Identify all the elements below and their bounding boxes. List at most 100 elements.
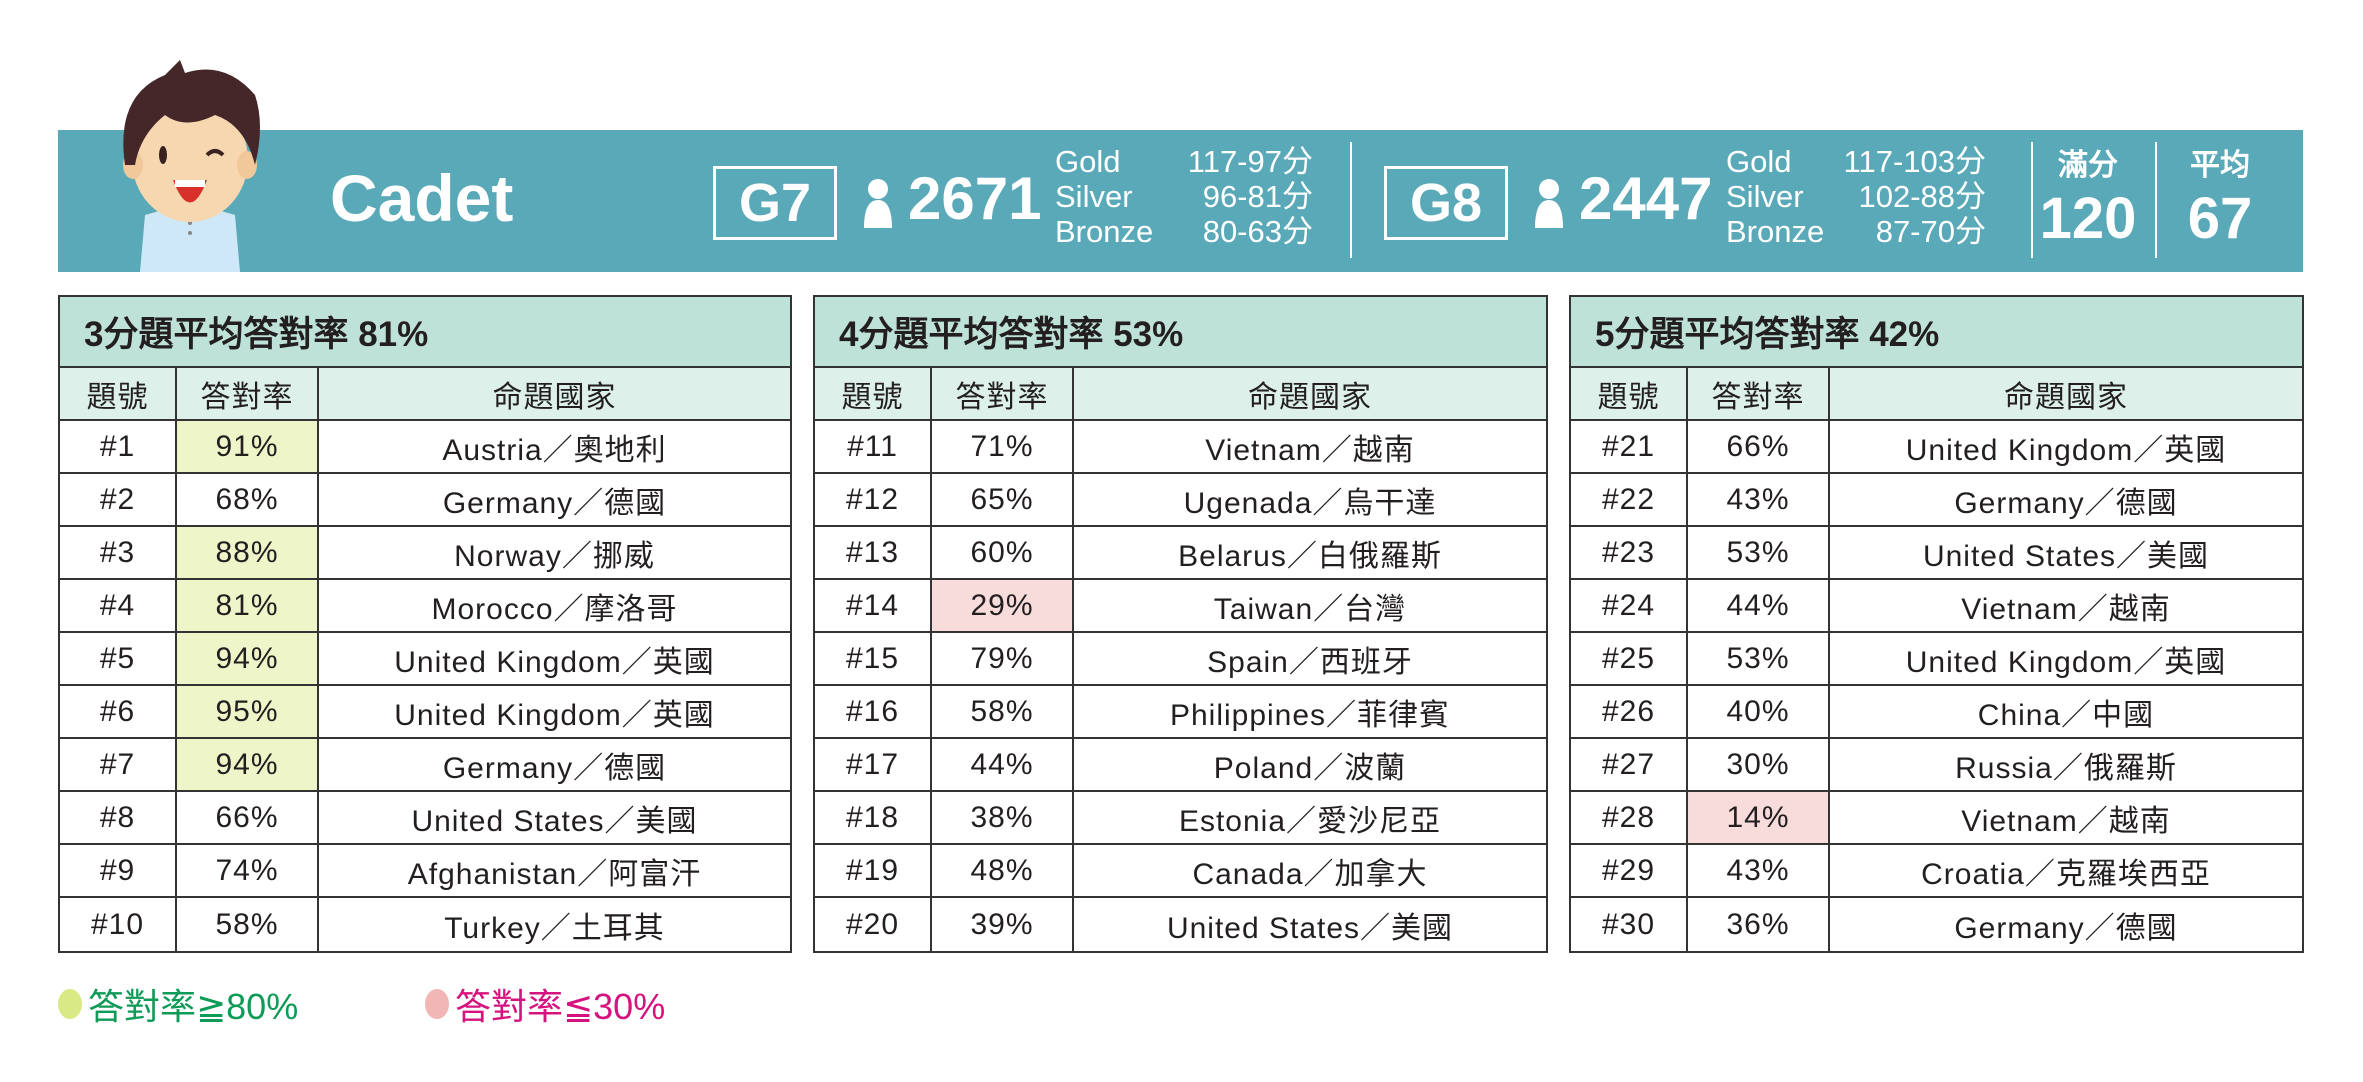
full-score-label: 滿分 bbox=[2058, 149, 2118, 182]
correct-rate: 65% bbox=[932, 474, 1074, 525]
table-header: 題號 答對率 命題國家 bbox=[815, 368, 1546, 421]
correct-rate: 40% bbox=[1688, 686, 1830, 737]
correct-rate: 68% bbox=[177, 474, 319, 525]
question-number: #7 bbox=[60, 739, 177, 790]
column-header: 答對率 bbox=[1688, 368, 1830, 419]
grade-badge-g8: G8 bbox=[1384, 166, 1508, 240]
table-row: #4 81% Morocco／摩洛哥 bbox=[60, 580, 790, 633]
question-number: #1 bbox=[60, 421, 177, 472]
proposing-country: Germany／德國 bbox=[1954, 486, 2178, 520]
table-row: #13 60% Belarus／白俄羅斯 bbox=[815, 527, 1546, 580]
proposing-country: Morocco／摩洛哥 bbox=[431, 592, 678, 626]
grade-badge-g7: G7 bbox=[713, 166, 837, 240]
medal-label: Bronze bbox=[1055, 214, 1154, 249]
question-number: #23 bbox=[1571, 527, 1688, 578]
table-row: #9 74% Afghanistan／阿富汗 bbox=[60, 845, 790, 898]
correct-rate: 60% bbox=[932, 527, 1074, 578]
division-title: Cadet bbox=[330, 161, 514, 235]
table-row: #19 48% Canada／加拿大 bbox=[815, 845, 1546, 898]
question-number: #24 bbox=[1571, 580, 1688, 631]
correct-rate: 66% bbox=[177, 792, 319, 843]
proposing-country: United Kingdom／英國 bbox=[1905, 645, 2227, 679]
proposing-country: Vietnam／越南 bbox=[1205, 433, 1415, 467]
correct-rate: 39% bbox=[932, 898, 1074, 951]
medal-range: 117-103分 bbox=[1843, 144, 1986, 179]
table-row: #20 39% United States／美國 bbox=[815, 898, 1546, 951]
table-4-point: 4分題平均答對率 53% 題號 答對率 命題國家 #11 71% Vietnam／越南… bbox=[813, 295, 1548, 953]
question-number: #26 bbox=[1571, 686, 1688, 737]
legend-high-label: 答對率≧80% bbox=[88, 986, 299, 1027]
question-number: #5 bbox=[60, 633, 177, 684]
question-number: #15 bbox=[815, 633, 932, 684]
correct-rate: 91% bbox=[177, 421, 319, 472]
correct-rate: 94% bbox=[177, 739, 319, 790]
proposing-country: United States／美國 bbox=[411, 804, 698, 838]
correct-rate: 43% bbox=[1688, 474, 1830, 525]
table-5-point: 5分題平均答對率 42% 題號 答對率 命題國家 #21 66% United Kin… bbox=[1569, 295, 2304, 953]
table-row: #17 44% Poland／波蘭 bbox=[815, 739, 1546, 792]
column-header: 題號 bbox=[60, 368, 177, 419]
proposing-country: United Kingdom／英國 bbox=[394, 645, 715, 679]
question-number: #16 bbox=[815, 686, 932, 737]
table-row: #27 30% Russia／俄羅斯 bbox=[1571, 739, 2302, 792]
column-header: 題號 bbox=[815, 368, 932, 419]
g7-medal-cutoffs: Gold 117-97分 Silver 96-81分 Bronze 80-63分 bbox=[1055, 144, 1313, 249]
proposing-country: Germany／德國 bbox=[442, 486, 667, 520]
column-header: 命題國家 bbox=[1248, 380, 1372, 414]
correct-rate: 30% bbox=[1688, 739, 1830, 790]
table-row: #26 40% China／中國 bbox=[1571, 686, 2302, 739]
proposing-country: Croatia／克羅埃西亞 bbox=[1921, 857, 2211, 891]
table-row: #25 53% United Kingdom／英國 bbox=[1571, 633, 2302, 686]
full-score: 滿分 120 bbox=[2038, 146, 2138, 252]
question-number: #10 bbox=[60, 898, 177, 951]
proposing-country: Poland／波蘭 bbox=[1213, 751, 1407, 785]
medal-range: 80-63分 bbox=[1202, 214, 1313, 249]
question-number: #6 bbox=[60, 686, 177, 737]
column-header: 題號 bbox=[1571, 368, 1688, 419]
proposing-country: Germany／德國 bbox=[1954, 911, 2178, 945]
legend-high: 答對率≧80% bbox=[58, 978, 298, 1030]
correct-rate: 74% bbox=[177, 845, 319, 896]
person-icon bbox=[864, 179, 892, 228]
table-title: 5分題平均答對率 42% bbox=[1571, 297, 2302, 368]
correct-rate: 44% bbox=[932, 739, 1074, 790]
question-number: #21 bbox=[1571, 421, 1688, 472]
pink-dot-icon bbox=[425, 989, 449, 1019]
table-row: #24 44% Vietnam／越南 bbox=[1571, 580, 2302, 633]
question-number: #11 bbox=[815, 421, 932, 472]
medal-label: Gold bbox=[1055, 144, 1121, 179]
proposing-country: Russia／俄羅斯 bbox=[1955, 751, 2177, 785]
question-number: #9 bbox=[60, 845, 177, 896]
proposing-country: Vietnam／越南 bbox=[1961, 804, 2171, 838]
legend-low: 答對率≦30% bbox=[425, 978, 665, 1030]
table-row: #29 43% Croatia／克羅埃西亞 bbox=[1571, 845, 2302, 898]
medal-range: 96-81分 bbox=[1202, 179, 1313, 214]
question-number: #4 bbox=[60, 580, 177, 631]
full-score-value: 120 bbox=[2039, 186, 2137, 251]
medal-range: 87-70分 bbox=[1875, 214, 1986, 249]
question-number: #29 bbox=[1571, 845, 1688, 896]
proposing-country: Philippines／菲律賓 bbox=[1169, 698, 1451, 732]
question-number: #28 bbox=[1571, 792, 1688, 843]
average-label: 平均 bbox=[2190, 149, 2250, 182]
question-number: #22 bbox=[1571, 474, 1688, 525]
medal-label: Silver bbox=[1726, 179, 1804, 214]
question-number: #18 bbox=[815, 792, 932, 843]
table-title: 4分題平均答對率 53% bbox=[815, 297, 1546, 368]
proposing-country: Canada／加拿大 bbox=[1192, 857, 1428, 891]
correct-rate: 94% bbox=[177, 633, 319, 684]
question-number: #25 bbox=[1571, 633, 1688, 684]
correct-rate: 44% bbox=[1688, 580, 1830, 631]
medal-range: 117-97分 bbox=[1187, 144, 1313, 179]
correct-rate: 48% bbox=[932, 845, 1074, 896]
proposing-country: Spain／西班牙 bbox=[1207, 645, 1413, 679]
column-header: 答對率 bbox=[177, 368, 319, 419]
table-row: #8 66% United States／美國 bbox=[60, 792, 790, 845]
table-row: #23 53% United States／美國 bbox=[1571, 527, 2302, 580]
table-row: #7 94% Germany／德國 bbox=[60, 739, 790, 792]
person-icon bbox=[1535, 179, 1563, 228]
proposing-country: Norway／挪威 bbox=[454, 539, 655, 573]
question-number: #14 bbox=[815, 580, 932, 631]
table-row: #15 79% Spain／西班牙 bbox=[815, 633, 1546, 686]
correct-rate: 53% bbox=[1688, 633, 1830, 684]
